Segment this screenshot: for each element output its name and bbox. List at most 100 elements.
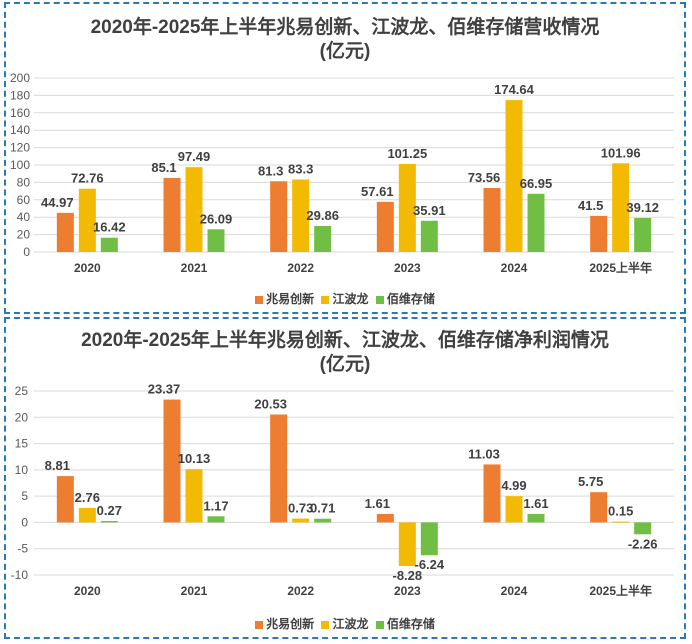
- bar-series1: [56, 476, 74, 523]
- bar-series1: [270, 414, 288, 523]
- data-label-series2: -8.28: [393, 568, 423, 583]
- data-label-series3: 29.86: [306, 208, 339, 223]
- data-label-series1: 44.97: [41, 195, 74, 210]
- data-label-series2: 4.99: [501, 478, 526, 493]
- y-tick-label: 20: [15, 410, 29, 424]
- legend-label-series3: 佰维存储: [386, 292, 435, 306]
- x-category-label: 2022: [287, 261, 314, 275]
- bar-series2: [78, 507, 96, 523]
- legend-swatch-series3: [375, 620, 384, 629]
- data-label-series3: 0.27: [97, 503, 122, 518]
- data-label-series1: 20.53: [254, 396, 287, 411]
- bar-series3: [314, 226, 332, 252]
- legend-label-series2: 江波龙: [332, 617, 369, 631]
- net-profit-chart-legend: 兆易创新 江波龙 佰维存储: [6, 615, 684, 632]
- data-label-series3: 1.61: [523, 496, 548, 511]
- x-category-label: 2021: [181, 261, 208, 275]
- bar-series3: [527, 513, 545, 523]
- y-tick-label: 0: [21, 515, 28, 529]
- data-label-series1: 85.1: [151, 160, 176, 175]
- bar-series3: [420, 522, 438, 556]
- legend-swatch-series1: [255, 295, 264, 304]
- data-label-series1: 11.03: [468, 446, 500, 461]
- net-profit-chart-panel: 2020年-2025年上半年兆易创新、江波龙、佰维存储净利润情况 (亿元) -1…: [4, 317, 686, 639]
- y-tick-label: 40: [17, 210, 31, 224]
- bar-series2: [78, 188, 96, 252]
- bar-series2: [292, 179, 310, 252]
- bar-series1: [376, 201, 394, 252]
- x-category-label: 2023: [394, 261, 421, 275]
- revenue-chart-plot: 0 20 40 60 80 100 120 140 160 180 200 2020 44.97 72.7…: [10, 71, 674, 275]
- data-label-series1: 57.61: [361, 184, 394, 199]
- bar-series2: [398, 522, 416, 566]
- legend-item-series2: 江波龙: [321, 615, 369, 632]
- y-tick-label: -5: [17, 542, 28, 556]
- legend-item-series3: 佰维存储: [375, 290, 435, 307]
- revenue-chart-panel: 2020年-2025年上半年兆易创新、江波龙、佰维存储营收情况 (亿元) 0 20…: [4, 2, 686, 314]
- y-tick-label: 5: [21, 489, 28, 503]
- net-profit-chart-unit: (亿元): [319, 354, 371, 375]
- data-label-series2: 0.15: [608, 504, 633, 519]
- data-label-series1: 73.56: [468, 170, 501, 185]
- bar-series1: [163, 177, 181, 252]
- data-label-series2: 174.64: [494, 82, 535, 97]
- revenue-chart-legend: 兆易创新 江波龙 佰维存储: [6, 290, 684, 307]
- y-tick-label: 140: [10, 123, 30, 137]
- bar-series1: [483, 188, 501, 252]
- legend-label-series1: 兆易创新: [266, 617, 315, 631]
- data-label-series2: 0.73: [288, 501, 313, 516]
- data-label-series3: -6.24: [415, 557, 445, 572]
- bar-series3: [420, 220, 438, 252]
- data-label-series3: -2.26: [628, 536, 658, 551]
- bar-series3: [207, 516, 225, 523]
- bar-series2: [505, 100, 523, 252]
- x-category-label: 2024: [501, 584, 528, 598]
- data-label-series3: 39.12: [626, 200, 659, 215]
- data-label-series1: 23.37: [148, 382, 181, 397]
- legend-swatch-series1: [255, 620, 264, 629]
- data-label-series3: 66.95: [520, 176, 553, 191]
- revenue-chart-title: 2020年-2025年上半年兆易创新、江波龙、佰维存储营收情况: [90, 17, 600, 38]
- legend-label-series1: 兆易创新: [266, 292, 315, 306]
- bar-series3: [207, 229, 225, 252]
- bar-series3: [527, 193, 545, 252]
- data-label-series3: 16.42: [93, 220, 126, 235]
- legend-swatch-series2: [321, 295, 330, 304]
- revenue-chart-unit: (亿元): [319, 41, 371, 62]
- legend-item-series1: 兆易创新: [255, 615, 314, 632]
- legend-item-series2: 江波龙: [321, 290, 369, 307]
- data-label-series2: 10.13: [178, 451, 211, 466]
- legend-swatch-series2: [321, 620, 330, 629]
- bar-series3: [100, 521, 118, 523]
- y-tick-label: 20: [17, 228, 31, 242]
- bar-series2: [185, 167, 203, 252]
- y-tick-label: 0: [23, 245, 30, 259]
- legend-item-series1: 兆易创新: [255, 290, 314, 307]
- data-label-series2: 101.25: [387, 146, 427, 161]
- bar-series2: [505, 496, 523, 523]
- bar-series1: [163, 399, 181, 523]
- y-tick-label: 160: [10, 106, 30, 120]
- bar-series2: [185, 469, 203, 523]
- y-tick-label: 120: [10, 141, 30, 155]
- data-label-series2: 83.3: [288, 162, 313, 177]
- data-label-series2: 97.49: [178, 149, 211, 164]
- legend-label-series3: 佰维存储: [386, 617, 435, 631]
- y-tick-label: 100: [10, 158, 30, 172]
- bar-series1: [483, 464, 501, 523]
- y-tick-label: 200: [10, 71, 30, 85]
- bar-series2: [612, 521, 630, 523]
- data-label-series2: 101.96: [601, 145, 641, 160]
- bar-series3: [634, 522, 652, 535]
- bar-series1: [56, 212, 74, 252]
- data-label-series1: 81.3: [258, 163, 283, 178]
- x-category-label: 2021: [181, 584, 208, 598]
- data-label-series3: 1.17: [203, 498, 228, 513]
- data-label-series1: 8.81: [45, 458, 70, 473]
- bar-series2: [398, 163, 416, 252]
- x-category-label: 2020: [74, 584, 101, 598]
- data-label-series1: 41.5: [578, 198, 603, 213]
- y-tick-label: 10: [15, 463, 29, 477]
- bar-series3: [100, 237, 118, 252]
- legend-item-series3: 佰维存储: [375, 615, 435, 632]
